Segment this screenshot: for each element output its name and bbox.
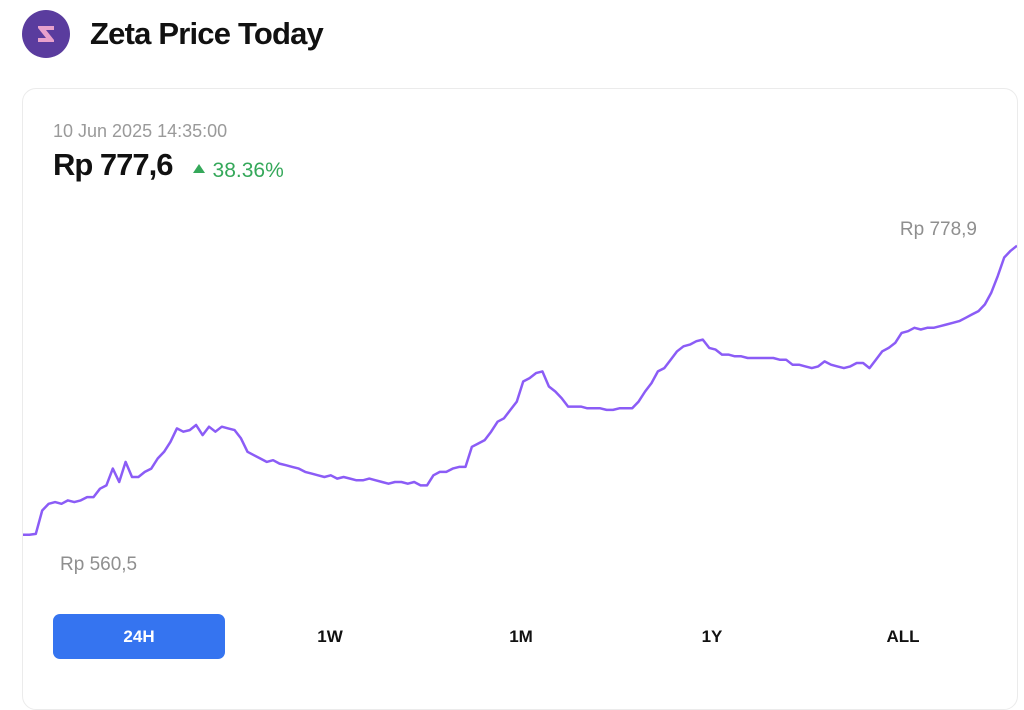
up-arrow-icon <box>192 164 205 173</box>
chart-min-label: Rp 560,5 <box>60 554 138 575</box>
range-button-24h[interactable]: 24H <box>53 614 225 659</box>
range-button-1m[interactable]: 1M <box>435 614 607 659</box>
time-range-selector: 24H 1W 1M 1Y ALL <box>53 614 1013 659</box>
price-chart-card: 10 Jun 2025 14:35:00 Rp 777,6 38.36% Rp … <box>22 88 1018 710</box>
range-button-1w[interactable]: 1W <box>244 614 416 659</box>
price-row: Rp 777,6 38.36% <box>53 147 284 183</box>
zeta-logo-glyph <box>38 26 54 42</box>
range-button-all[interactable]: ALL <box>817 614 989 659</box>
price-line-chart[interactable] <box>23 89 1017 709</box>
range-button-1y[interactable]: 1Y <box>626 614 798 659</box>
page-title: Zeta Price Today <box>90 16 324 51</box>
zeta-logo-icon <box>22 10 70 58</box>
current-price: Rp 777,6 <box>53 147 174 182</box>
price-timestamp: 10 Jun 2025 14:35:00 <box>53 121 228 141</box>
price-series-line <box>23 244 1017 537</box>
price-change-value: 38.36% <box>212 158 284 182</box>
page-header: Zeta Price Today <box>22 10 324 58</box>
chart-max-label: Rp 778,9 <box>899 219 977 240</box>
price-change: 38.36% <box>192 158 284 183</box>
